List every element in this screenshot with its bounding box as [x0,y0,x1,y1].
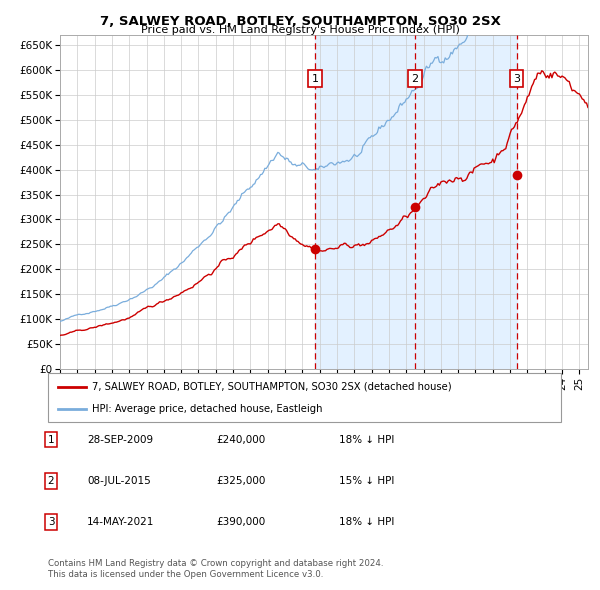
Text: Price paid vs. HM Land Registry's House Price Index (HPI): Price paid vs. HM Land Registry's House … [140,25,460,35]
Text: 18% ↓ HPI: 18% ↓ HPI [339,435,394,444]
Text: 3: 3 [513,74,520,84]
Text: 3: 3 [47,517,55,527]
Text: Contains HM Land Registry data © Crown copyright and database right 2024.: Contains HM Land Registry data © Crown c… [48,559,383,568]
Text: £325,000: £325,000 [216,476,265,486]
FancyBboxPatch shape [48,373,561,422]
Text: 28-SEP-2009: 28-SEP-2009 [87,435,153,444]
Text: This data is licensed under the Open Government Licence v3.0.: This data is licensed under the Open Gov… [48,571,323,579]
Text: 08-JUL-2015: 08-JUL-2015 [87,476,151,486]
Text: £390,000: £390,000 [216,517,265,527]
Text: 7, SALWEY ROAD, BOTLEY, SOUTHAMPTON, SO30 2SX (detached house): 7, SALWEY ROAD, BOTLEY, SOUTHAMPTON, SO3… [92,382,451,392]
Text: HPI: Average price, detached house, Eastleigh: HPI: Average price, detached house, East… [92,404,322,414]
Text: 2: 2 [47,476,55,486]
Text: 15% ↓ HPI: 15% ↓ HPI [339,476,394,486]
Text: 1: 1 [311,74,319,84]
Text: 1: 1 [47,435,55,444]
Text: 18% ↓ HPI: 18% ↓ HPI [339,517,394,527]
Text: £240,000: £240,000 [216,435,265,444]
Text: 7, SALWEY ROAD, BOTLEY, SOUTHAMPTON, SO30 2SX: 7, SALWEY ROAD, BOTLEY, SOUTHAMPTON, SO3… [100,15,500,28]
Text: 2: 2 [412,74,419,84]
Bar [315,35,517,369]
Text: 14-MAY-2021: 14-MAY-2021 [87,517,154,527]
